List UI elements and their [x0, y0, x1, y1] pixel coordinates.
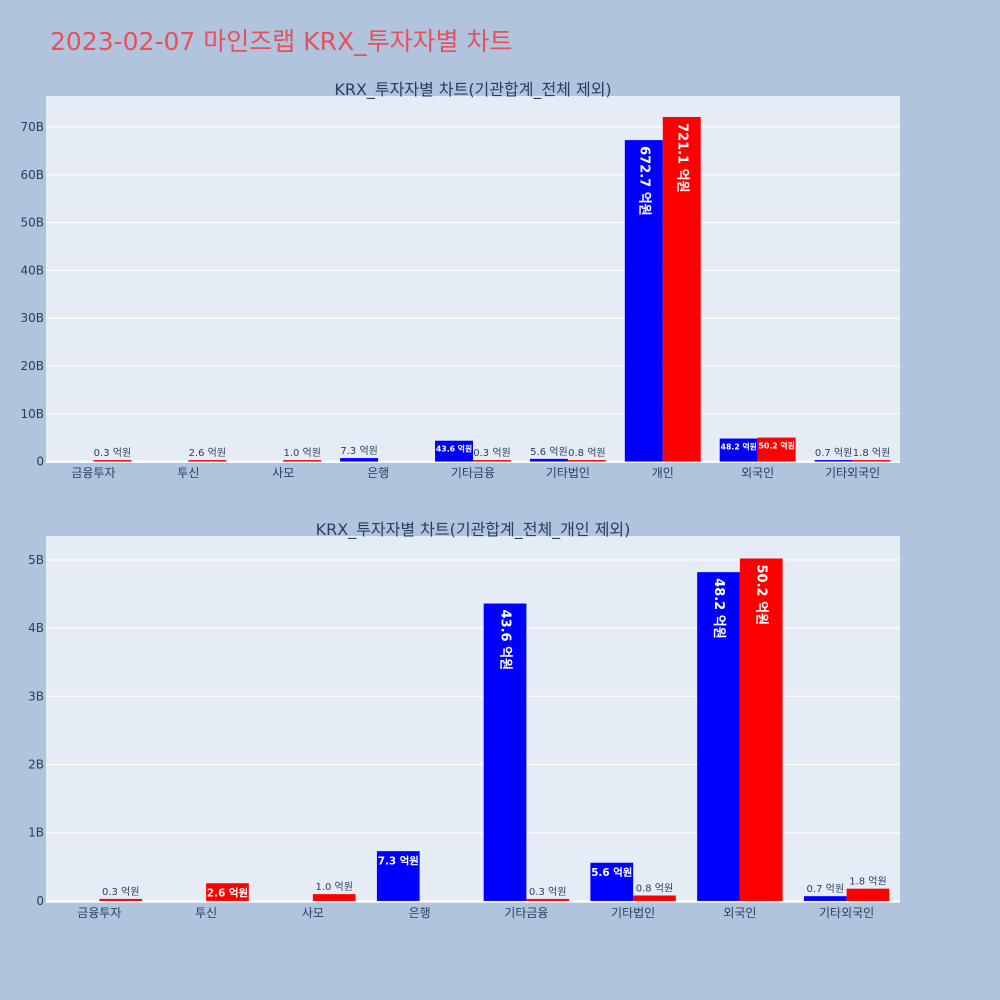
data-label: 672.7 억원 [636, 146, 651, 216]
y-tick-label: 40B [20, 263, 44, 277]
bar [590, 862, 634, 901]
data-label: 2.6 억원 [189, 447, 226, 459]
bar [93, 460, 132, 462]
x-tick-label: 기타금융 [451, 466, 495, 480]
x-tick-label: 기타법인 [546, 466, 590, 480]
y-tick-label: 3B [28, 689, 44, 703]
data-label: 50.2 억원 [758, 440, 794, 450]
x-tick-label: 기타법인 [611, 906, 655, 920]
data-label: 0.3 억원 [529, 886, 566, 898]
bar [719, 438, 758, 462]
y-tick-label: 20B [20, 359, 44, 373]
bar [739, 558, 783, 901]
bar-chart-1: KRX_투자자별 차트(기관합계_전체 제외) 0 10B 20B 30B 40B 50B 6… [20, 80, 900, 480]
x-tick-label: 금융투자 [77, 906, 121, 920]
bar [312, 894, 356, 901]
data-label: 5.6 억원 [530, 446, 567, 458]
bar [662, 116, 701, 462]
bar [483, 603, 527, 901]
x-tick-label: 투신 [177, 466, 199, 480]
data-label: 721.1 억원 [674, 123, 689, 193]
y-tick-label: 4B [28, 621, 44, 635]
data-label: 43.6 억원 [498, 610, 513, 671]
data-label: 0.3 억원 [102, 886, 139, 898]
x-tick-label: 기타금융 [504, 906, 548, 920]
plot-area [46, 96, 900, 463]
bar [340, 458, 379, 462]
data-label: 0.7 억원 [807, 883, 844, 895]
data-label: 0.7 억원 [815, 447, 852, 459]
data-label: 0.8 억원 [568, 447, 605, 459]
bar-chart-2: KRX_투자자별 차트(기관합계_전체_개인 제외) 0 1B 2B 3B 4B 5B 금융투… [28, 520, 900, 920]
y-tick-label: 5B [28, 553, 44, 567]
data-label: 1.0 억원 [315, 881, 352, 893]
data-label: 2.6 억원 [207, 887, 248, 900]
page-title: 2023-02-07 마인즈랩 KRX_투자자별 차트 [50, 27, 513, 56]
x-tick-label: 외국인 [723, 906, 756, 920]
subplot-title: KRX_투자자별 차트(기관합계_전체 제외) [334, 80, 611, 100]
y-tick-label: 60B [20, 168, 44, 182]
x-tick-label: 사모 [302, 906, 324, 920]
y-tick-label: 0 [36, 894, 44, 908]
bar [529, 458, 568, 462]
data-label: 7.3 억원 [340, 445, 377, 457]
data-label: 1.0 억원 [283, 447, 320, 459]
data-label: 1.8 억원 [853, 447, 890, 459]
x-tick-label: 은행 [367, 465, 389, 480]
data-label: 1.8 억원 [849, 876, 886, 888]
data-label: 0.3 억원 [473, 447, 510, 459]
data-label: 7.3 억원 [378, 855, 419, 868]
y-tick-label: 30B [20, 311, 44, 325]
bar [624, 140, 663, 462]
bar [633, 895, 676, 901]
x-tick-label: 개인 [652, 466, 674, 480]
data-label: 48.2 억원 [721, 441, 757, 451]
y-tick-label: 50B [20, 216, 44, 230]
data-label: 48.2 억원 [711, 578, 726, 639]
data-label: 43.6 억원 [436, 444, 472, 454]
data-label: 50.2 억원 [754, 565, 769, 626]
x-tick-label: 투신 [195, 906, 217, 920]
x-tick-label: 금융투자 [71, 466, 115, 480]
bar [697, 572, 740, 901]
x-tick-label: 기타외국인 [825, 466, 880, 480]
y-tick-label: 10B [20, 407, 44, 421]
bar [803, 896, 847, 901]
bar [283, 460, 322, 462]
x-tick-label: 외국인 [741, 466, 774, 480]
bar [206, 883, 249, 901]
data-label: 0.3 억원 [94, 447, 131, 459]
x-tick-label: 기타외국인 [819, 906, 874, 920]
y-tick-label: 2B [28, 758, 44, 772]
bar [852, 460, 891, 462]
bar [757, 437, 796, 462]
y-tick-label: 0 [36, 455, 44, 469]
x-tick-label: 사모 [272, 466, 294, 480]
bar [188, 460, 227, 462]
bar [435, 440, 473, 462]
bar [376, 851, 420, 901]
bar [846, 888, 890, 901]
y-tick-label: 70B [20, 120, 44, 134]
bar [814, 460, 853, 462]
subplot-title: KRX_투자자별 차트(기관합계_전체_개인 제외) [316, 520, 631, 540]
data-label: 0.8 억원 [636, 882, 673, 894]
x-tick-label: 은행 [409, 905, 431, 920]
bar [567, 460, 606, 462]
data-label: 5.6 억원 [591, 866, 632, 879]
y-tick-label: 1B [28, 826, 44, 840]
bar [473, 460, 511, 462]
bar [526, 898, 570, 901]
bar [99, 898, 143, 901]
